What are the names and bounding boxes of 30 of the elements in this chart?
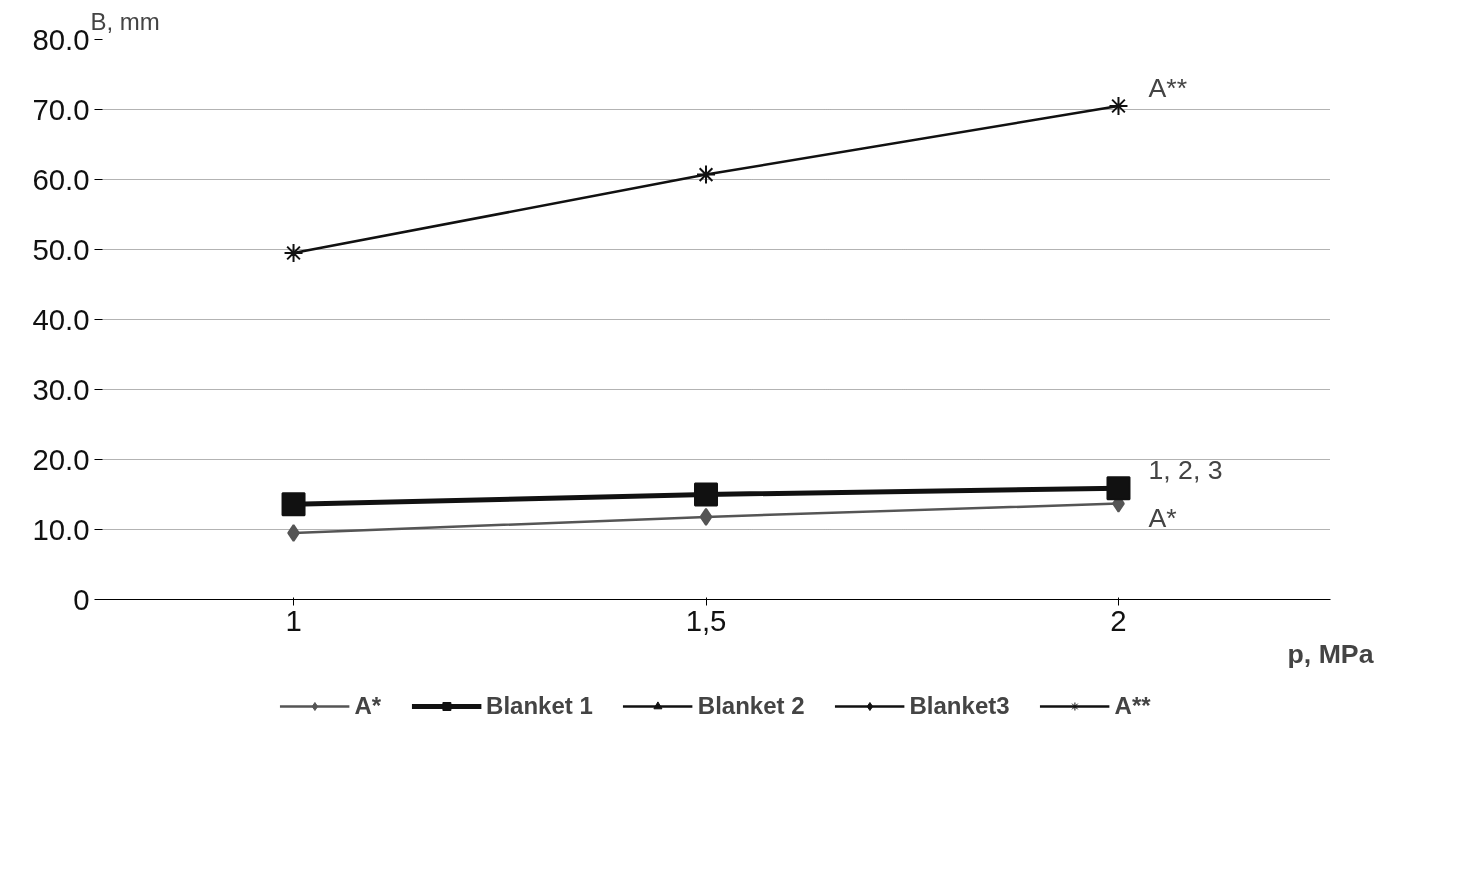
y-axis-title: B, mm bbox=[90, 7, 160, 35]
annotation: 1, 2, 3 bbox=[1148, 455, 1223, 486]
point bbox=[287, 524, 300, 542]
y-tick-label: 80.0 bbox=[32, 22, 90, 56]
legend-label: Blanket 1 bbox=[486, 692, 593, 720]
y-tick-label: 0 bbox=[73, 582, 90, 616]
x-tick-label: 1,5 bbox=[685, 603, 727, 637]
y-tick-label: 30.0 bbox=[32, 372, 90, 406]
y-tick-label: 50.0 bbox=[32, 232, 90, 266]
legend-label: Blanket3 bbox=[909, 692, 1010, 720]
point bbox=[281, 492, 306, 517]
x-tick-label: 2 bbox=[1110, 603, 1127, 637]
x-tick-label: 1 bbox=[285, 603, 302, 637]
y-tick-label: 20.0 bbox=[32, 442, 90, 476]
annotation: A* bbox=[1148, 502, 1177, 533]
x-axis-title: p, MPa bbox=[1287, 638, 1374, 669]
y-tick-label: 70.0 bbox=[32, 92, 90, 126]
y-tick-label: 10.0 bbox=[32, 512, 90, 546]
point bbox=[1106, 476, 1131, 501]
y-tick-label: 40.0 bbox=[32, 302, 90, 336]
legend-label: A* bbox=[354, 692, 382, 720]
point bbox=[699, 507, 713, 526]
point bbox=[696, 164, 717, 185]
point bbox=[283, 243, 304, 263]
point bbox=[1108, 96, 1129, 116]
annotation: A** bbox=[1148, 73, 1188, 103]
point bbox=[694, 482, 719, 507]
y-tick-label: 60.0 bbox=[32, 162, 90, 196]
legend-label: Blanket 2 bbox=[697, 692, 805, 720]
legend-label: A** bbox=[1114, 692, 1151, 720]
